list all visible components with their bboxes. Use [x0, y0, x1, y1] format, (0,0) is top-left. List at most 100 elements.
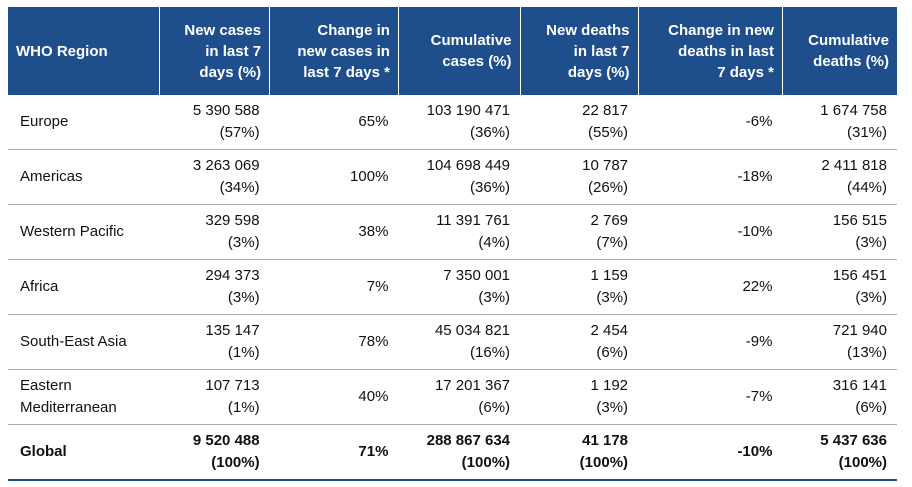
value-cell: -18% [638, 149, 783, 205]
table-row: Americas 3 263 069 (34%) 100% 104 698 449 (36… [8, 149, 897, 205]
cell-line: Africa [20, 278, 59, 295]
cell-line: 17 201 367 [434, 377, 511, 394]
cell-line: 65% [358, 113, 389, 130]
cell-line: 288 867 634 [426, 432, 511, 449]
value-cell: 10 787 (26%) [520, 149, 639, 205]
cell-line: new cases in [297, 42, 390, 60]
cell-line: 2 769 [590, 212, 629, 229]
value-cell: 156 451 (3%) [782, 259, 897, 315]
cell-line: (100%) [838, 454, 887, 471]
cell-line: deaths in last [678, 42, 774, 60]
value-cell: 2 454 (6%) [520, 314, 639, 370]
cell-line: (6%) [478, 399, 511, 416]
cell-line: (34%) [219, 179, 260, 196]
value-cell: 2 769 (7%) [520, 204, 639, 260]
value-cell: 329 598 (3%) [159, 204, 270, 260]
value-cell: 7 350 001 (3%) [398, 259, 521, 315]
cell-line: 7 350 001 [443, 267, 511, 284]
cell-line: New cases [184, 21, 262, 39]
cell-line: (3%) [855, 289, 887, 306]
table-row: Africa 294 373 (3%) 7% 7 350 001 (3%) 1 159 (3%… [8, 259, 897, 315]
cell-line: 22 817 [582, 102, 629, 119]
value-cell: 5 390 588 (57%) [159, 95, 270, 150]
value-cell: 1 674 758 (31%) [782, 95, 897, 150]
cell-line: -7% [745, 388, 773, 405]
cell-line: South-East Asia [20, 333, 127, 350]
cell-line: deaths (%) [813, 53, 889, 70]
cell-line: -10% [737, 223, 773, 240]
value-cell: 100% [269, 149, 399, 205]
cell-line: New deaths [546, 21, 630, 39]
cell-line: 2 454 [590, 322, 629, 339]
cell-line: -9% [745, 333, 773, 350]
who-table: WHO Region New cases in last 7 days (%) Chan… [8, 7, 897, 481]
cell-line: Cumulative [430, 32, 512, 49]
value-cell: -7% [638, 369, 783, 425]
table-row: Global 9 520 488 (100%) 71% 288 867 634 (100%… [8, 424, 897, 481]
value-cell: 107 713 (1%) [159, 369, 270, 425]
cell-line: (36%) [470, 179, 511, 196]
value-cell: 71% [269, 424, 399, 481]
value-cell: 22% [638, 259, 783, 315]
cell-line: (3%) [596, 289, 629, 306]
cell-line: (57%) [219, 124, 260, 141]
cell-line: 721 940 [832, 322, 887, 339]
cell-line: (1%) [227, 344, 260, 361]
cell-line: Americas [20, 168, 83, 185]
cell-line: Western Pacific [20, 223, 124, 240]
cell-line: 316 141 [832, 377, 887, 394]
table-row: South-East Asia 135 147 (1%) 78% 45 034 821 (… [8, 314, 897, 370]
cell-line: 135 147 [205, 322, 260, 339]
header-cell: Cumulative deaths (%) [781, 7, 897, 95]
cell-line: WHO Region [16, 42, 108, 60]
cell-line: (44%) [846, 179, 887, 196]
table-body: Europe 5 390 588 (57%) 65% 103 190 471 (36%) 2… [8, 95, 897, 481]
cell-line: 1 674 758 [820, 102, 887, 119]
cell-line: 2 411 818 [821, 157, 887, 174]
cell-line: 5 437 636 [820, 432, 887, 449]
cell-line: -6% [745, 113, 773, 130]
region-cell: Europe [8, 95, 160, 150]
region-cell: South-East Asia [8, 314, 160, 370]
header-cell: Cumulative cases (%) [397, 7, 521, 95]
value-cell: 1 192 (3%) [520, 369, 639, 425]
value-cell: 294 373 (3%) [159, 259, 270, 315]
cell-line: 103 190 471 [426, 102, 511, 119]
cell-line: (3%) [478, 289, 511, 306]
value-cell: 104 698 449 (36%) [398, 149, 521, 205]
cell-line: (26%) [588, 179, 629, 196]
cell-line: cases (%) [442, 53, 512, 70]
value-cell: 41 178 (100%) [520, 424, 639, 481]
cell-line: last 7 days * [303, 63, 390, 81]
value-cell: 40% [269, 369, 399, 425]
value-cell: 316 141 (6%) [782, 369, 897, 425]
cell-line: 156 451 [832, 267, 887, 284]
cell-line: (13%) [846, 344, 887, 361]
cell-line: days (%) [199, 63, 262, 81]
cell-line: Eastern [20, 377, 72, 394]
cell-line: (100%) [211, 454, 260, 471]
value-cell: 22 817 (55%) [520, 95, 639, 150]
cell-line: in last 7 [205, 42, 262, 60]
region-cell: Western Pacific [8, 204, 160, 260]
header-cell: WHO Region [8, 7, 160, 95]
table-row: Eastern Mediterranean 107 713 (1%) 40% 17 201… [8, 369, 897, 425]
cell-line: (16%) [470, 344, 511, 361]
cell-line: (100%) [579, 454, 629, 471]
cell-line: (3%) [596, 399, 629, 416]
value-cell: 7% [269, 259, 399, 315]
cell-line: 71% [358, 443, 389, 460]
cell-line: 22% [742, 278, 773, 295]
header-cell: New cases in last 7 days (%) [158, 7, 270, 95]
cell-line: -10% [737, 443, 773, 460]
value-cell: 103 190 471 (36%) [398, 95, 521, 150]
cell-line: 10 787 [582, 157, 629, 174]
region-cell: Africa [8, 259, 160, 315]
cell-line: 5 390 588 [192, 102, 260, 119]
cell-line: (31%) [846, 124, 887, 141]
value-cell: 1 159 (3%) [520, 259, 639, 315]
cell-line: 1 159 [590, 267, 629, 284]
value-cell: 3 263 069 (34%) [159, 149, 270, 205]
table-header: WHO Region New cases in last 7 days (%) Chan… [8, 7, 897, 95]
header-cell: New deaths in last 7 days (%) [519, 7, 639, 95]
